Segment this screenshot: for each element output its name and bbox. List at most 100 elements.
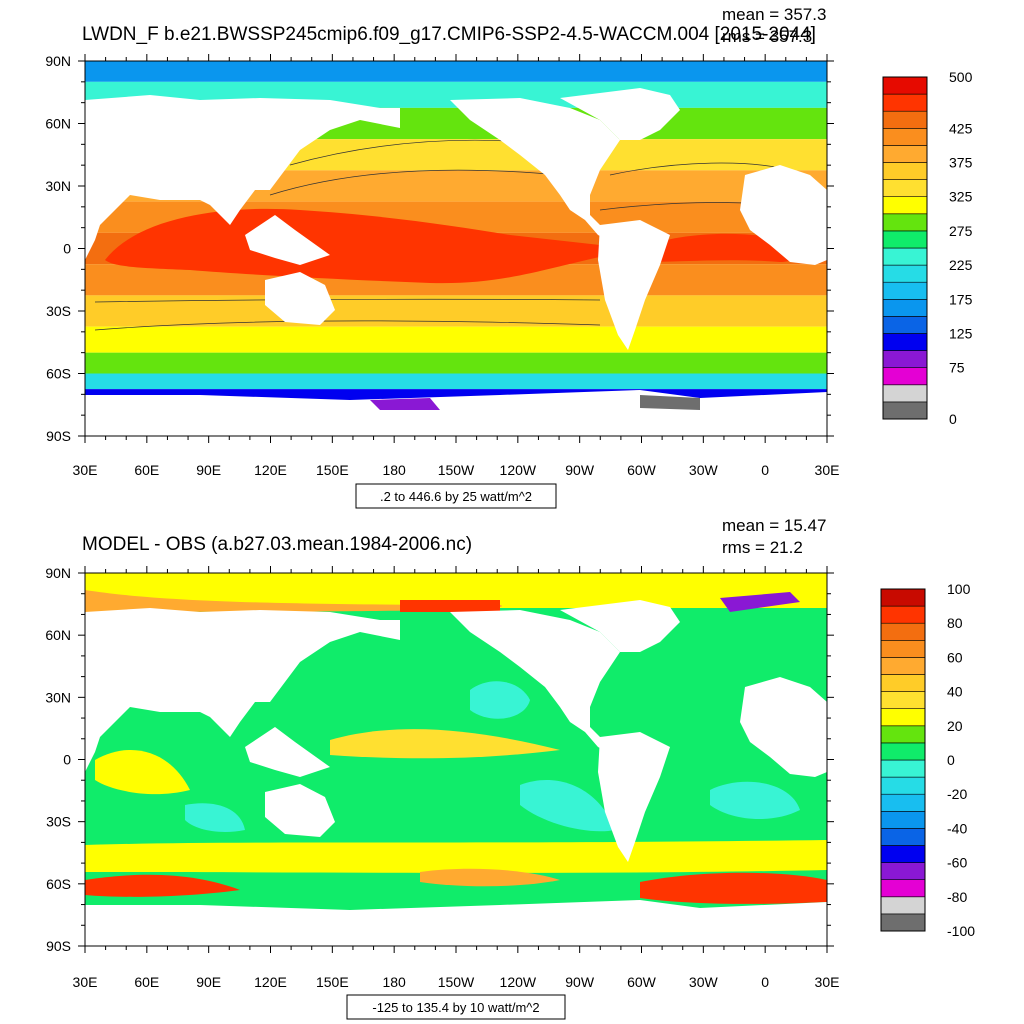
colorbar-swatch <box>882 367 928 386</box>
colorbar-label: 75 <box>949 360 965 376</box>
panel-1-mean: mean = 357.3 <box>722 5 826 24</box>
x-tick-label: 60E <box>134 462 159 478</box>
x-tick-label: 90W <box>565 462 595 478</box>
y-tick-label: 0 <box>63 241 71 257</box>
panel-1-lat-band <box>85 61 827 82</box>
panel-1-land-south-america <box>598 220 670 350</box>
colorbar-swatch <box>882 93 928 112</box>
colorbar-swatch <box>880 845 926 863</box>
y-tick-label: 0 <box>63 752 71 768</box>
panel-2-southern-band <box>85 840 827 873</box>
panel-2-tropics-warm <box>330 729 560 759</box>
x-tick-label: 0 <box>761 462 769 478</box>
colorbar-label: 20 <box>947 718 963 734</box>
panel-1-land-africa <box>740 165 827 265</box>
colorbar-swatch <box>880 896 926 915</box>
panel-2-arctic-warm <box>85 590 503 612</box>
panel-2-land-australia <box>265 784 335 837</box>
colorbar-swatch <box>880 708 926 727</box>
x-tick-label: 60E <box>134 974 159 990</box>
colorbar-label: -80 <box>947 889 967 905</box>
panel-2-bering-warm <box>400 600 500 612</box>
panel-1-land-north-america <box>450 98 620 240</box>
panel-1-contour-line <box>269 169 561 196</box>
colorbar-swatch <box>880 605 926 624</box>
x-tick-label: 0 <box>761 974 769 990</box>
x-tick-label: 30W <box>689 462 719 478</box>
colorbar-label: 375 <box>949 155 973 171</box>
panel-2-so-warm-east <box>640 872 827 904</box>
panel-2-axes-ticks: 30E 60E 90E 120E 150E 180 150W 120W 90W 60W 30W 0 30… <box>45 565 839 990</box>
colorbar-swatch <box>882 213 928 232</box>
colorbar-swatch <box>880 913 926 932</box>
colorbar-label: -20 <box>947 786 967 802</box>
x-tick-label: 180 <box>382 974 406 990</box>
colorbar-label: -40 <box>947 820 967 836</box>
colorbar-label: 100 <box>947 581 971 597</box>
colorbar-label: 80 <box>947 615 963 631</box>
y-tick-label: 90S <box>46 938 71 954</box>
x-tick-label: 150E <box>316 462 349 478</box>
colorbar-swatch <box>882 281 928 300</box>
panel-2-land-africa <box>740 677 827 777</box>
colorbar-swatch <box>880 879 926 898</box>
colorbar-swatch <box>882 110 928 129</box>
panel-2-so-warm-west <box>85 874 240 897</box>
panel-1-weddell-ice <box>640 395 700 410</box>
x-tick-label: 30E <box>815 974 840 990</box>
panel-1-warm-pool <box>105 208 604 284</box>
colorbar-label: 275 <box>949 223 973 239</box>
colorbar-swatch <box>880 657 926 675</box>
colorbar-swatch <box>882 179 928 198</box>
x-tick-label: 60W <box>627 974 657 990</box>
panel-1-land-greenland <box>560 88 680 140</box>
panel-1: LWDN_F b.e21.BWSSP245cmip6.f09_g17.CMIP6… <box>45 5 973 509</box>
colorbar-swatch <box>882 384 928 403</box>
panel-2-range-label: -125 to 135.4 by 10 watt/m^2 <box>372 1000 539 1015</box>
panel-2-barents-cool <box>720 592 800 612</box>
colorbar-swatch <box>880 742 926 761</box>
colorbar-label: 40 <box>947 684 963 700</box>
colorbar-swatch <box>880 828 926 846</box>
colorbar-label: 425 <box>949 120 973 136</box>
colorbar-swatch <box>880 622 926 641</box>
x-tick-label: 120W <box>500 974 537 990</box>
panel-2-so-warm-mid <box>420 868 560 887</box>
panel-2-colorbar: 100 80 60 40 20 0 -20 -40 -60 -80 -100 <box>880 581 975 939</box>
x-tick-label: 180 <box>382 462 406 478</box>
y-tick-label: 90N <box>45 53 71 69</box>
colorbar-swatch <box>880 793 926 812</box>
panel-2-npac-cool <box>470 681 530 719</box>
panel-1-land-eurasia <box>85 95 400 260</box>
colorbar-label: 175 <box>949 291 973 307</box>
x-tick-label: 150W <box>438 974 475 990</box>
panel-1-atlantic-warm <box>640 233 799 262</box>
y-tick-label: 30N <box>45 689 71 705</box>
x-tick-label: 30E <box>815 462 840 478</box>
x-tick-label: 120E <box>254 974 287 990</box>
panel-2-range-frame <box>346 994 566 1020</box>
x-tick-label: 150E <box>316 974 349 990</box>
colorbar-label: 225 <box>949 257 973 273</box>
colorbar-label: 0 <box>949 411 957 427</box>
x-tick-label: 30E <box>73 974 98 990</box>
panel-1-range-box: .2 to 446.6 by 25 watt/m^2 <box>355 483 557 509</box>
panel-1-lat-band <box>85 352 827 374</box>
panel-1-range-frame <box>355 483 557 509</box>
panel-2-rms: rms = 21.2 <box>722 538 803 557</box>
panel-2-indian-warm <box>95 750 190 795</box>
panel-2-satl-cool <box>710 781 800 820</box>
panel-1-rms: rms = 357.3 <box>722 27 812 46</box>
colorbar-label: 125 <box>949 326 973 342</box>
colorbar-swatch <box>882 128 928 146</box>
colorbar-swatch <box>880 725 926 744</box>
y-tick-label: 90S <box>46 428 71 444</box>
colorbar-swatch <box>882 298 928 317</box>
panel-1-land-masks <box>85 88 827 436</box>
colorbar-swatch <box>882 264 928 283</box>
x-tick-label: 120E <box>254 462 287 478</box>
colorbar-swatch <box>882 162 928 180</box>
colorbar-swatch <box>880 810 926 829</box>
colorbar-label: 500 <box>949 69 973 85</box>
